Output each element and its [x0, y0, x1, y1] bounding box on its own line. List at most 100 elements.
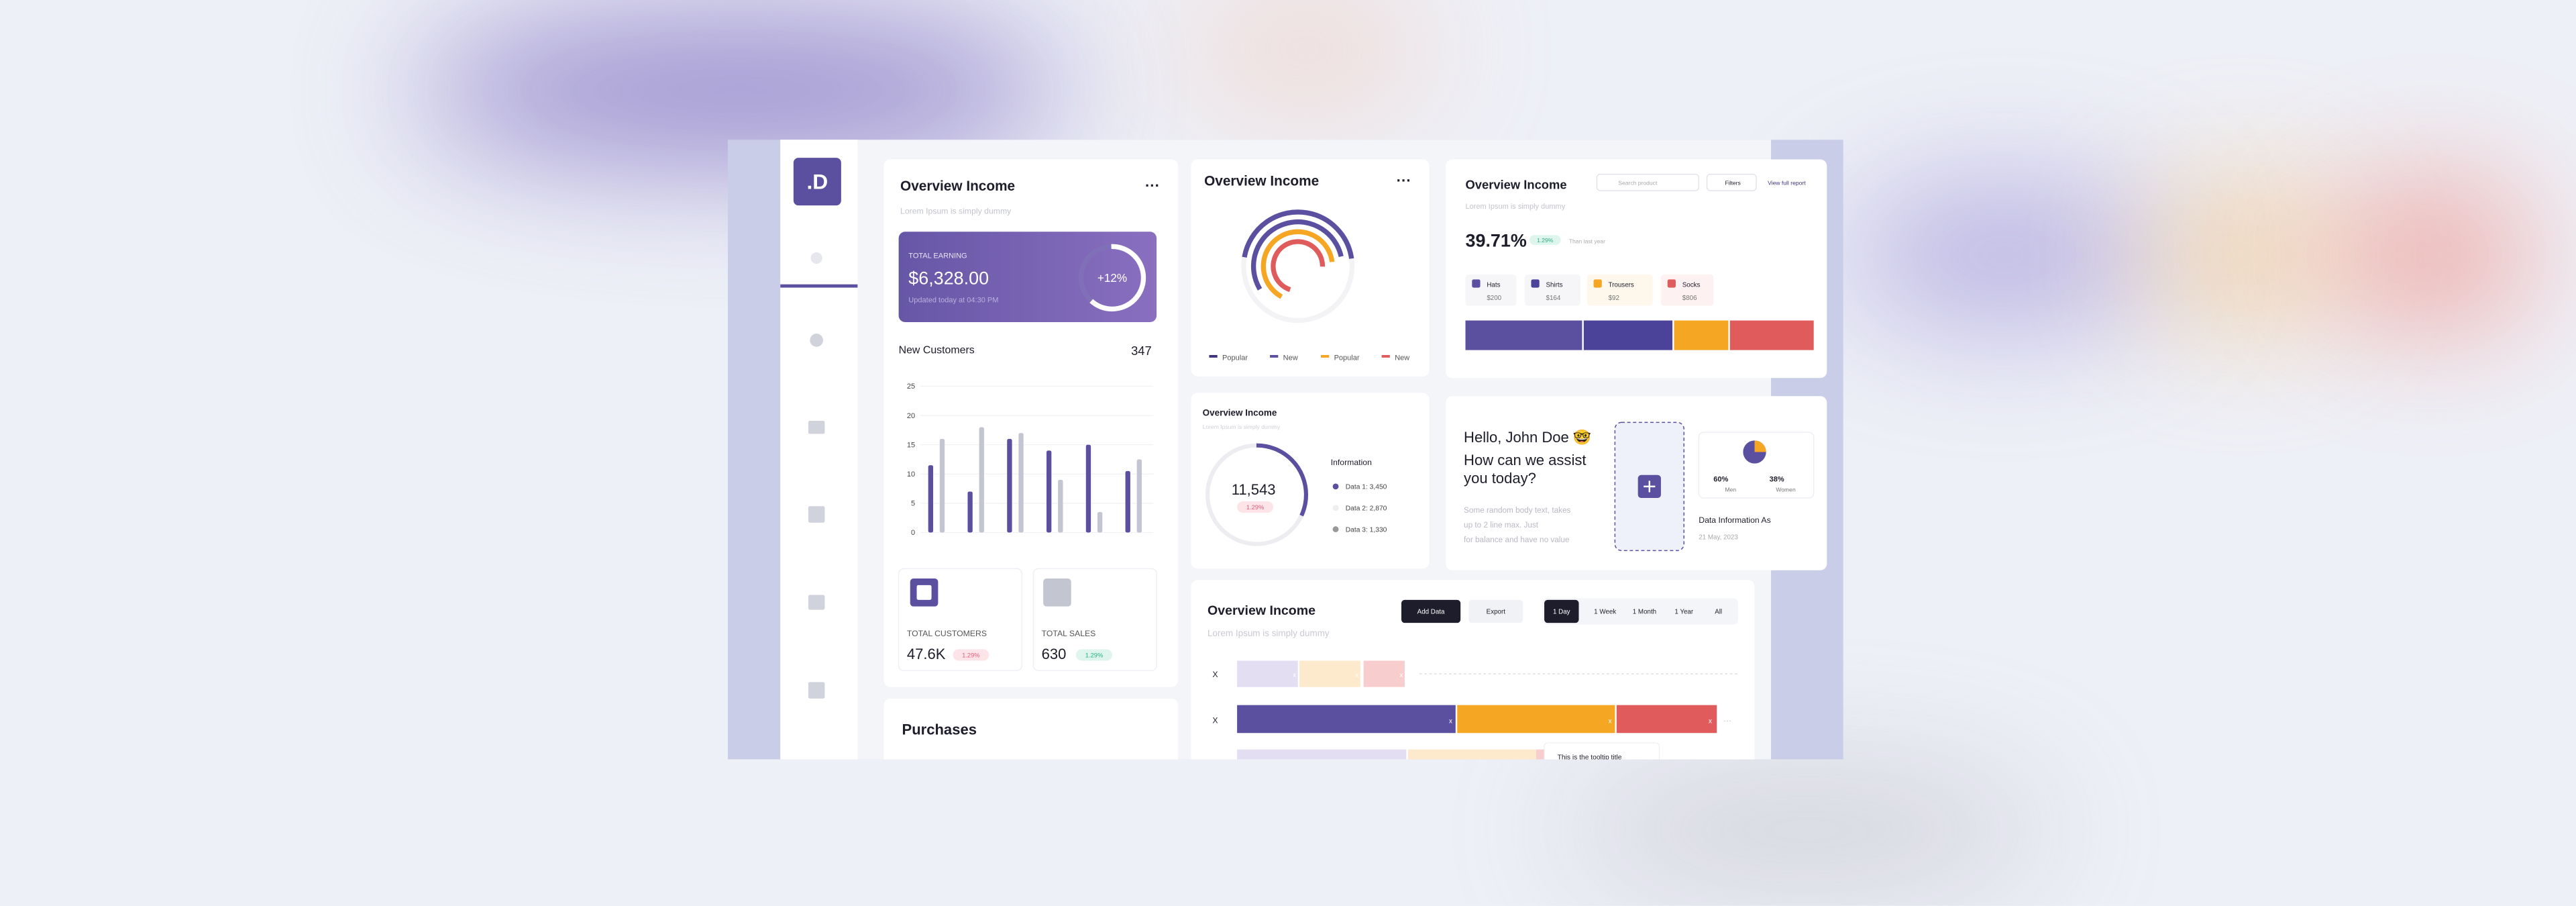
change: +12%	[1097, 271, 1127, 285]
bar-chart: 0 5 10 15 20 25	[907, 383, 1154, 537]
question: How can we assist	[1464, 452, 1586, 468]
logo-text: .D	[806, 170, 828, 194]
subtitle: Lorem Ipsum is simply dummy	[1203, 423, 1281, 430]
updated: Updated today at 04:30 PM	[908, 297, 998, 305]
row-label: X	[1212, 716, 1218, 725]
item-name: Trousers	[1609, 281, 1634, 289]
filter-button[interactable]	[1706, 173, 1757, 191]
bar-segment	[1299, 660, 1360, 687]
nav-icon[interactable]	[808, 595, 825, 610]
nav-icon[interactable]	[808, 682, 825, 699]
stat-icon	[1043, 578, 1071, 607]
badge	[1529, 235, 1561, 245]
report-link[interactable]: View full report	[1768, 180, 1806, 187]
gauge-arc	[1205, 443, 1309, 546]
blur-shape	[2332, 189, 2530, 321]
card-title: Overview Income	[1466, 178, 1567, 192]
add-data-button[interactable]	[1401, 599, 1461, 623]
filter-label: Filters	[1725, 180, 1740, 187]
y-tick-label: 5	[911, 500, 915, 508]
bar-segment	[1465, 320, 1582, 350]
badge	[1237, 501, 1273, 513]
logo	[793, 158, 841, 206]
bar	[1136, 459, 1142, 533]
bar	[939, 438, 945, 533]
row-label: X	[1212, 670, 1218, 679]
info-title: Information	[1331, 458, 1372, 467]
item-box	[1587, 274, 1653, 306]
bar-segment	[1583, 320, 1673, 350]
button-label: Add Data	[1417, 609, 1445, 616]
label: TOTAL EARNING	[908, 252, 967, 260]
plus-icon	[1644, 481, 1656, 493]
ring	[1078, 244, 1146, 312]
stat-label: TOTAL SALES	[1042, 629, 1096, 638]
bar	[1085, 444, 1091, 533]
legend-swatch	[1381, 354, 1390, 358]
more-button[interactable]: ···	[1397, 172, 1411, 189]
segment-label: x	[1355, 672, 1358, 679]
range-option[interactable]: All	[1715, 609, 1722, 616]
export-button[interactable]	[1468, 599, 1523, 623]
item-value: $92	[1609, 295, 1619, 302]
bar	[1097, 511, 1103, 533]
nav-icon[interactable]	[808, 506, 825, 523]
search-box[interactable]	[1596, 173, 1700, 191]
blur-shape	[1183, 0, 1430, 99]
badge-text: 1.29%	[1537, 237, 1554, 244]
range-option[interactable]: 1 Week	[1594, 609, 1616, 616]
mini-card	[1698, 432, 1815, 499]
card-title: Overview Income	[1208, 603, 1316, 618]
more-button[interactable]: ···	[1145, 177, 1160, 194]
y-tick-label: 20	[907, 412, 915, 420]
pie-value: 60%	[1713, 476, 1728, 484]
bar-segment	[1729, 320, 1814, 350]
bar-segment	[1237, 660, 1298, 687]
gauge-value: 11,543	[1232, 481, 1276, 498]
bar-segment	[1536, 749, 1545, 760]
note: Than last year	[1569, 238, 1605, 244]
pie-slice	[1754, 440, 1766, 452]
y-tick-label: 0	[911, 529, 915, 537]
bar-segment	[1363, 660, 1405, 687]
range-option[interactable]: 1 Month	[1633, 609, 1656, 616]
badge-text: 1.29%	[962, 652, 979, 659]
card-title: Purchases	[902, 721, 977, 738]
bar	[928, 465, 934, 533]
count: 347	[1131, 344, 1152, 358]
range-option[interactable]: 1 Day	[1553, 609, 1570, 616]
radial-arc	[1260, 229, 1335, 303]
date: 21 May, 2023	[1699, 534, 1738, 541]
nav-icon[interactable]	[808, 420, 825, 434]
radial-arc	[1250, 219, 1345, 313]
badge	[1076, 649, 1112, 661]
segment-label: x	[1293, 672, 1296, 679]
bar-segment	[1457, 705, 1615, 734]
bar-segment	[1616, 705, 1717, 734]
pie-value: 38%	[1770, 476, 1784, 484]
search-placeholder: Search product	[1618, 180, 1658, 187]
item-value: $164	[1546, 295, 1561, 302]
swatch	[1593, 279, 1602, 288]
item-name: Socks	[1682, 281, 1701, 289]
badge	[953, 649, 989, 661]
range-option[interactable]: 1 Year	[1674, 609, 1693, 616]
percent: 39.71%	[1466, 230, 1527, 250]
range-selected[interactable]	[1544, 599, 1579, 623]
bar-segment	[1674, 320, 1729, 350]
radial-arc	[1271, 239, 1326, 294]
greeting: Hello, John Doe 🤓	[1464, 429, 1591, 446]
nav-icon[interactable]	[810, 334, 823, 347]
body-text: Some random body text, takes	[1464, 506, 1570, 515]
segment-label: x	[1400, 672, 1403, 679]
tooltip	[1544, 742, 1660, 760]
card	[883, 698, 1178, 760]
y-tick-label: 15	[907, 441, 915, 449]
stat-label: TOTAL CUSTOMERS	[907, 629, 987, 638]
nav-icon[interactable]	[810, 252, 822, 264]
legend-swatch	[1270, 354, 1279, 358]
legend-label: New	[1283, 354, 1298, 362]
info-item: Data 2: 2,870	[1346, 505, 1387, 512]
subtitle: Lorem Ipsum is simply dummy	[900, 206, 1012, 215]
